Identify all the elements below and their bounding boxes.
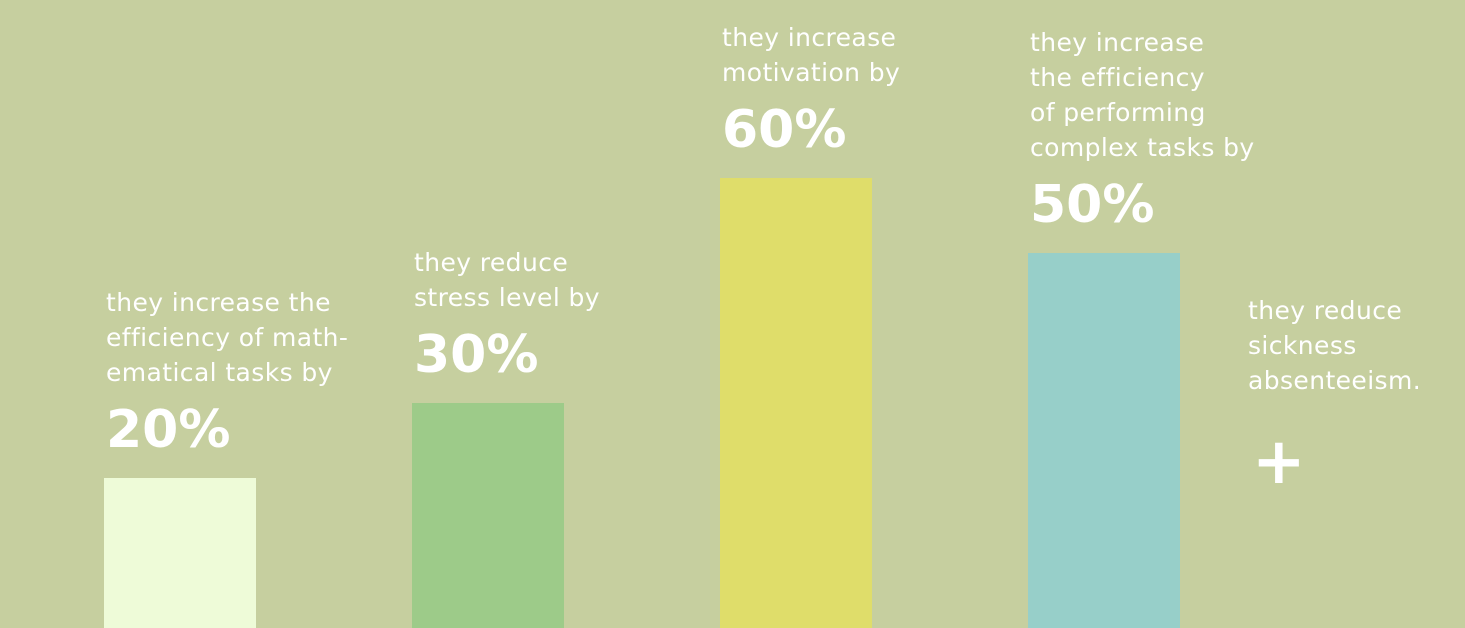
- value-label-4: 50%: [1030, 175, 1155, 235]
- plus-icon: +: [1252, 425, 1306, 499]
- value-label-1: 20%: [106, 400, 231, 460]
- bar-3: [720, 178, 872, 628]
- category-label-2: they reduce stress level by: [414, 248, 600, 312]
- category-label-3: they increase motivation by: [722, 23, 901, 87]
- bar-4: [1028, 253, 1180, 628]
- extra-benefit-label: they reduce sickness absenteeism.: [1248, 296, 1422, 395]
- bar-1: [104, 478, 256, 628]
- bar-2: [412, 403, 564, 628]
- category-label-1: they increase the efficiency of math- em…: [106, 288, 349, 387]
- category-label-4: they increase the efficiency of performi…: [1030, 28, 1255, 162]
- value-label-2: 30%: [414, 325, 539, 385]
- value-label-3: 60%: [722, 100, 847, 160]
